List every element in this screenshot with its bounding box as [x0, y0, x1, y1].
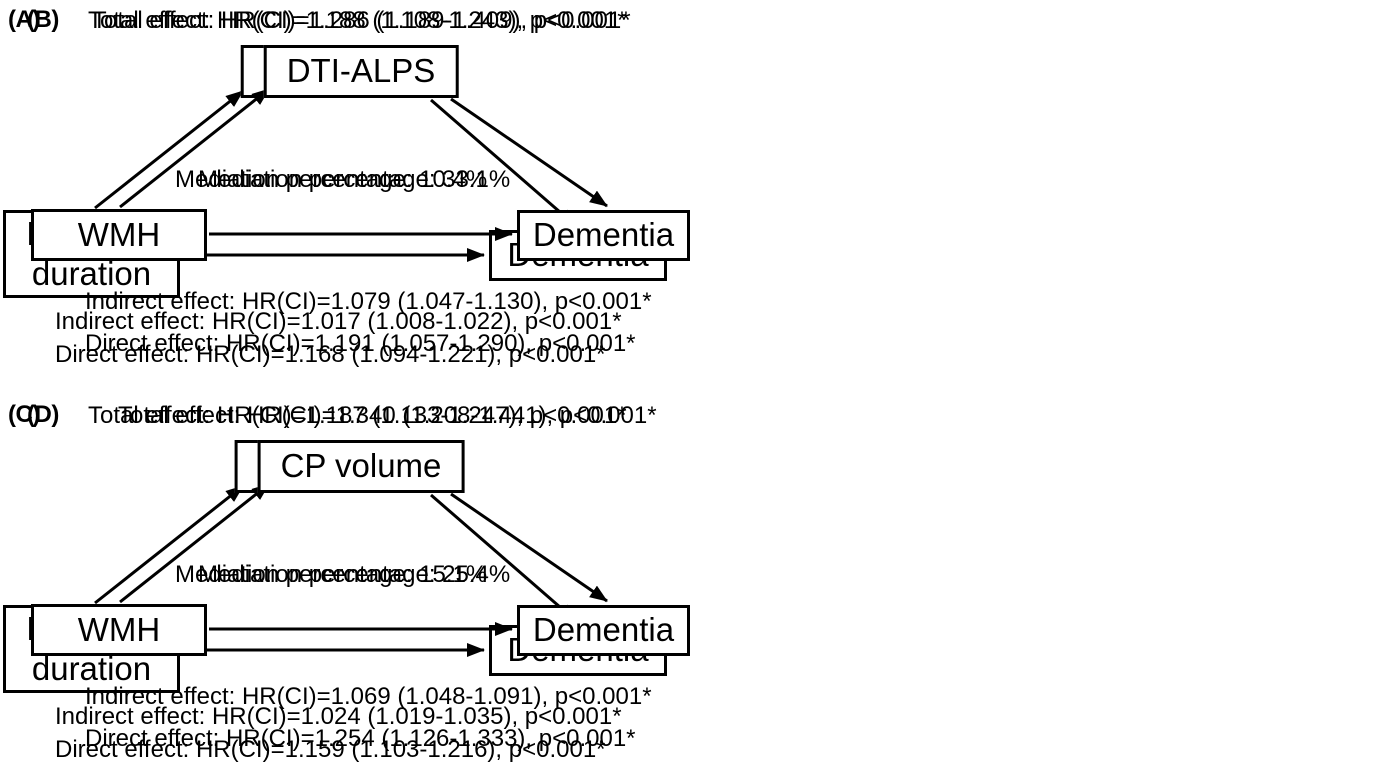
outcome-label: Dementia — [532, 611, 675, 649]
outcome-label: Dementia — [532, 216, 675, 254]
total-effect-text: Total effect: HR(CI)=1.187 (1.133-1.247)… — [88, 402, 627, 429]
direct-effect-text: Direct effect: HR(CI)=1.254 (1.126-1.333… — [85, 725, 636, 752]
arrow-mediator-to-outcome — [450, 97, 608, 208]
panel-content: (B) Total effect: HR(CI)=1.286 (1.189-1.… — [0, 0, 700, 382]
arrow-exposure-to-mediator — [94, 89, 244, 210]
arrow-exposure-to-mediator — [119, 87, 270, 209]
path-arrows — [119, 87, 608, 241]
outcome-box: Dementia — [517, 605, 690, 656]
path-arrows — [119, 482, 608, 636]
arrow-exposure-to-mediator — [94, 484, 244, 605]
indirect-effect-text: Indirect effect: HR(CI)=1.017 (1.008-1.0… — [55, 308, 622, 335]
total-effect-text: Total effect: HR(CI)=1.188 (1.108-1.243)… — [88, 7, 627, 34]
mediation-percentage-text: Mediation percentage: 33.1% — [198, 166, 511, 193]
mediator-box: DTI-ALPS — [263, 45, 459, 98]
panel-label: (B) — [27, 6, 59, 33]
exposure-box: WMH — [31, 604, 207, 656]
panel-d: (D) Total effect: HR(CI)=1.340 (1.208-1.… — [0, 383, 700, 765]
indirect-effect-text: Indirect effect: HR(CI)=1.079 (1.047-1.1… — [85, 288, 652, 315]
mediator-label: DTI-ALPS — [286, 52, 436, 90]
total-effect-text: Total effect: HR(CI)=1.340 (1.208-1.441)… — [118, 402, 657, 429]
total-effect-text: Total effect: HR(CI)=1.286 (1.189-1.409)… — [92, 7, 631, 34]
exposure-label: WMH — [77, 215, 161, 253]
panel-label: (A) — [8, 6, 40, 33]
panel-content: (D) Total effect: HR(CI)=1.340 (1.208-1.… — [0, 395, 700, 777]
arrow-mediator-to-outcome — [450, 492, 608, 603]
path-arrows — [94, 484, 577, 657]
mediation-percentage-text: Mediation percentage: 10.4% — [175, 166, 488, 193]
mediation-percentage-text: Mediation percentage: 15.1% — [175, 561, 488, 588]
arrow-mediator-to-outcome — [430, 493, 577, 623]
direct-effect-text: Direct effect: HR(CI)=1.159 (1.103-1.216… — [55, 736, 606, 763]
path-arrows — [94, 89, 577, 262]
exposure-box: WMH — [31, 209, 207, 261]
panel-b: (B) Total effect: HR(CI)=1.286 (1.189-1.… — [0, 0, 700, 382]
panel-label: (D) — [27, 401, 59, 428]
exposure-label: WMH — [77, 610, 161, 648]
direct-effect-text: Direct effect: HR(CI)=1.191 (1.057-1.290… — [85, 330, 636, 357]
mediation-percentage-text: Mediation percentage: 25.4% — [198, 561, 511, 588]
direct-effect-text: Direct effect: HR(CI)=1.168 (1.094-1.221… — [55, 341, 606, 368]
arrow-exposure-to-mediator — [119, 482, 270, 604]
arrow-mediator-to-outcome — [430, 98, 577, 228]
mediator-label: CP volume — [280, 447, 442, 485]
indirect-effect-text: Indirect effect: HR(CI)=1.024 (1.019-1.0… — [55, 703, 622, 730]
mediator-box: CP volume — [257, 440, 465, 493]
panel-label: (C) — [8, 401, 40, 428]
indirect-effect-text: Indirect effect: HR(CI)=1.069 (1.048-1.0… — [85, 683, 652, 710]
outcome-box: Dementia — [517, 210, 690, 261]
